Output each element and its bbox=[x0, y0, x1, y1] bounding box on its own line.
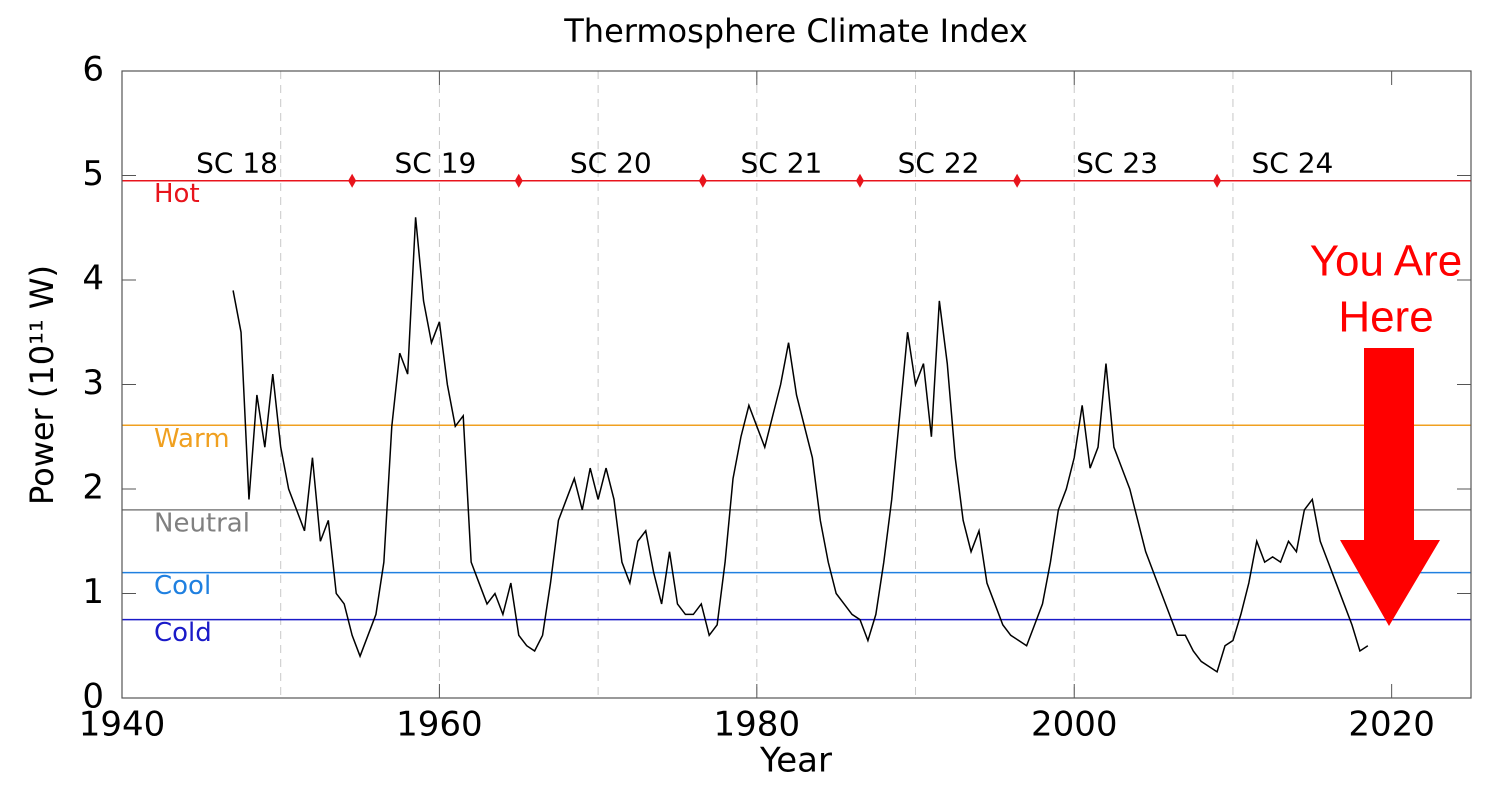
cycle-label: SC 24 bbox=[1252, 147, 1334, 180]
level-label: Hot bbox=[154, 179, 200, 209]
y-tick-label: 6 bbox=[82, 50, 104, 90]
y-tick-label: 2 bbox=[82, 468, 104, 508]
cycle-label: SC 18 bbox=[196, 147, 278, 180]
level-label: Cold bbox=[154, 618, 212, 648]
y-tick-label: 1 bbox=[82, 572, 104, 612]
y-axis-label: Power (10¹¹ W) bbox=[23, 265, 61, 505]
cycle-boundary bbox=[348, 173, 357, 188]
cycle-label: SC 19 bbox=[395, 147, 477, 180]
x-tick-label: 2000 bbox=[1031, 705, 1118, 745]
x-axis-label: Year bbox=[759, 741, 832, 781]
chart-title: Thermosphere Climate Index bbox=[563, 12, 1028, 50]
arrow bbox=[1340, 348, 1440, 626]
plot: Hot Warm Neutral Cool Cold SC 18 SC 19 SC 20 SC … bbox=[79, 50, 1472, 745]
cycle-boundary bbox=[855, 173, 864, 188]
y-tick-label: 5 bbox=[82, 154, 104, 194]
y-tick-label: 4 bbox=[82, 259, 104, 299]
cycle-boundary bbox=[1013, 173, 1022, 188]
you-are-here: You Are Here bbox=[1310, 237, 1463, 626]
cycle-label: SC 21 bbox=[740, 147, 822, 180]
data-line bbox=[232, 217, 1369, 674]
y-tick-label: 3 bbox=[82, 363, 104, 403]
annotation: You Are bbox=[1310, 237, 1463, 286]
level-label: Cool bbox=[154, 571, 211, 601]
y-tick-label: 0 bbox=[82, 677, 104, 717]
level-label: Neutral bbox=[154, 508, 250, 538]
cycle-label: SC 22 bbox=[898, 147, 980, 180]
x-tick-label: 2020 bbox=[1348, 705, 1435, 745]
level-label: Warm bbox=[154, 424, 230, 454]
annotation: Here bbox=[1338, 293, 1433, 342]
cycle-label: SC 20 bbox=[570, 147, 652, 180]
x-tick-label: 1960 bbox=[396, 705, 483, 745]
cycle-boundary bbox=[698, 173, 707, 188]
cycle-boundary bbox=[514, 173, 523, 188]
cycle-boundary bbox=[1213, 173, 1222, 188]
x-tick-label: 1980 bbox=[714, 705, 801, 745]
cycle-label: SC 23 bbox=[1076, 147, 1158, 180]
x-tick-label: 1940 bbox=[79, 705, 166, 745]
